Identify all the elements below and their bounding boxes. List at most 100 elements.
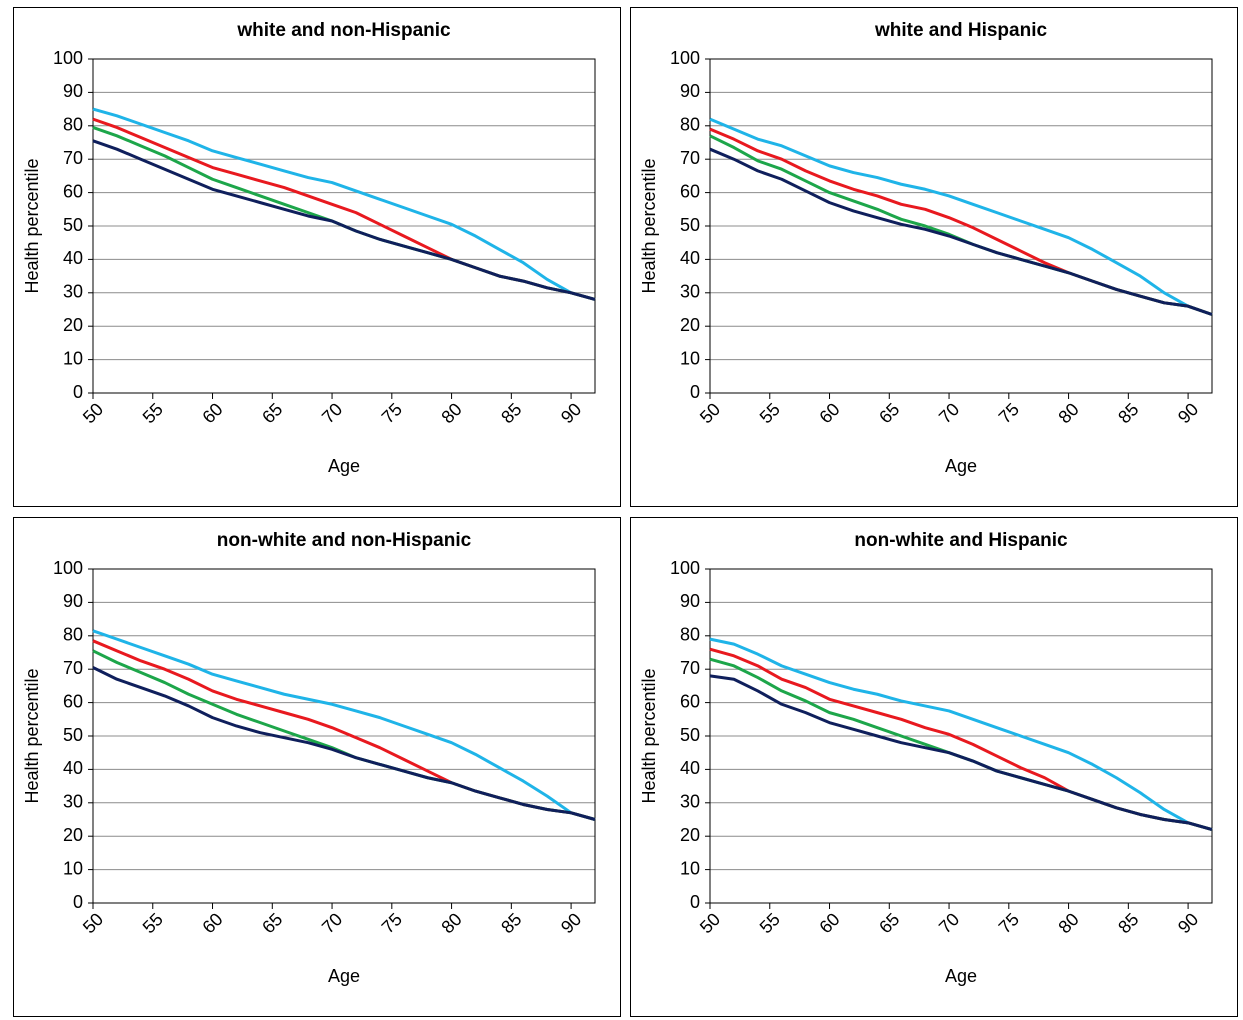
x-tick-label: 70 (318, 909, 346, 937)
x-tick-label: 80 (1054, 399, 1082, 427)
x-axis-label: Age (945, 456, 977, 476)
x-tick-label: 70 (935, 909, 963, 937)
x-tick-label: 60 (198, 399, 226, 427)
x-tick-label: 50 (696, 399, 724, 427)
data-line (92, 629, 596, 821)
data-line (709, 657, 1213, 831)
y-tick-label: 80 (63, 115, 83, 135)
x-tick-label: 65 (875, 399, 903, 427)
x-tick-label: 80 (437, 909, 465, 937)
chart-title: non-white and Hispanic (854, 530, 1068, 551)
y-axis-label: Health percentile (22, 668, 42, 803)
y-tick-label: 0 (73, 892, 83, 912)
x-axis-label: Age (328, 456, 360, 476)
plot-border (92, 58, 596, 394)
data-line (92, 117, 596, 301)
x-tick-label: 55 (756, 909, 784, 937)
data-line (709, 637, 1213, 831)
x-tick-label: 55 (139, 399, 167, 427)
y-tick-label: 60 (680, 691, 700, 711)
y-tick-label: 10 (63, 858, 83, 878)
y-tick-label: 10 (680, 348, 700, 368)
y-axis-label: Health percentile (639, 668, 659, 803)
y-tick-label: 20 (680, 825, 700, 845)
x-tick-label: 50 (79, 399, 107, 427)
y-tick-label: 0 (73, 382, 83, 402)
y-tick-label: 40 (63, 248, 83, 268)
chart-panel: non-white and Hispanic 0 10 20 30 40 50 60 70 80 9… (630, 517, 1238, 1017)
x-tick-label: 90 (557, 909, 585, 937)
y-tick-label: 40 (63, 758, 83, 778)
y-tick-label: 50 (63, 725, 83, 745)
data-line (709, 127, 1213, 316)
x-tick-label: 85 (497, 909, 525, 937)
y-tick-label: 70 (63, 148, 83, 168)
chart-title: white and Hispanic (874, 20, 1048, 41)
plot-border (709, 58, 1213, 394)
panel-frame (13, 517, 621, 1017)
y-tick-label: 70 (63, 658, 83, 678)
x-tick-label: 85 (497, 399, 525, 427)
data-line (709, 674, 1213, 831)
y-tick-label: 80 (680, 625, 700, 645)
x-tick-label: 85 (1114, 909, 1142, 937)
y-tick-label: 90 (680, 81, 700, 101)
x-tick-label: 75 (378, 399, 406, 427)
x-tick-label: 75 (378, 909, 406, 937)
y-tick-label: 100 (53, 48, 83, 68)
y-tick-label: 50 (680, 215, 700, 235)
y-tick-label: 20 (63, 825, 83, 845)
y-axis-label: Health percentile (22, 158, 42, 293)
x-tick-label: 60 (198, 909, 226, 937)
x-tick-label: 85 (1114, 399, 1142, 427)
y-tick-label: 50 (680, 725, 700, 745)
x-tick-label: 60 (815, 909, 843, 937)
panel-frame (630, 7, 1238, 507)
y-tick-label: 90 (63, 591, 83, 611)
data-line (709, 117, 1213, 316)
data-line (92, 126, 596, 301)
x-tick-label: 90 (1174, 399, 1202, 427)
y-tick-label: 90 (680, 591, 700, 611)
data-line (92, 139, 596, 301)
y-tick-label: 20 (680, 315, 700, 335)
panel-frame (630, 517, 1238, 1017)
y-tick-label: 60 (63, 181, 83, 201)
y-tick-label: 40 (680, 758, 700, 778)
x-tick-label: 70 (935, 399, 963, 427)
y-tick-label: 20 (63, 315, 83, 335)
x-tick-label: 65 (258, 909, 286, 937)
data-line (92, 639, 596, 821)
y-tick-label: 30 (680, 792, 700, 812)
x-tick-label: 75 (995, 399, 1023, 427)
x-tick-label: 55 (756, 399, 784, 427)
y-tick-label: 30 (63, 282, 83, 302)
chart-title: non-white and non-Hispanic (217, 530, 472, 551)
x-tick-label: 50 (79, 909, 107, 937)
chart-panel: white and Hispanic 0 10 20 30 40 50 60 70 80 90 100… (630, 7, 1238, 507)
data-line (92, 666, 596, 821)
y-tick-label: 80 (63, 625, 83, 645)
data-line (92, 649, 596, 821)
y-tick-label: 30 (680, 282, 700, 302)
y-tick-label: 100 (53, 558, 83, 578)
chart-panel: white and non-Hispanic 0 10 20 30 40 50 60 70 80 9… (13, 7, 621, 507)
x-tick-label: 90 (1174, 909, 1202, 937)
y-tick-label: 100 (670, 558, 700, 578)
y-tick-label: 10 (63, 348, 83, 368)
data-line (709, 134, 1213, 316)
y-tick-label: 0 (690, 382, 700, 402)
chart-title: white and non-Hispanic (236, 20, 451, 41)
x-tick-label: 60 (815, 399, 843, 427)
x-axis-label: Age (328, 966, 360, 986)
y-tick-label: 40 (680, 248, 700, 268)
panel-frame (13, 7, 621, 507)
y-tick-label: 30 (63, 792, 83, 812)
x-tick-label: 55 (139, 909, 167, 937)
y-axis-label: Health percentile (639, 158, 659, 293)
y-tick-label: 0 (690, 892, 700, 912)
x-tick-label: 80 (437, 399, 465, 427)
plot-border (709, 568, 1213, 904)
y-tick-label: 10 (680, 858, 700, 878)
